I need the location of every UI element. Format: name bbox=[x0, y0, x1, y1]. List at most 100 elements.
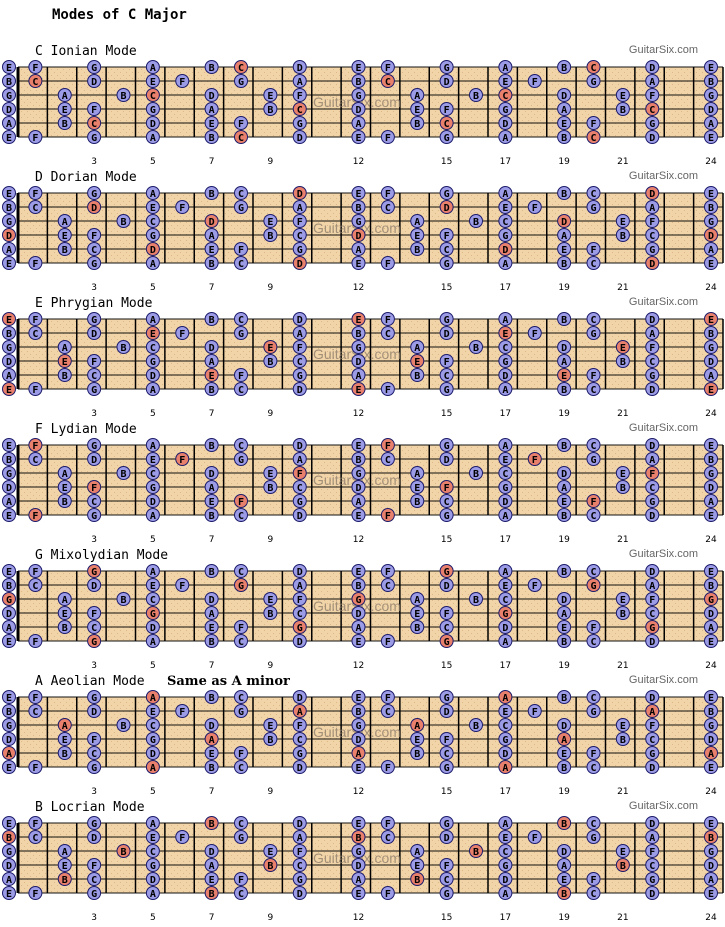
note-label: G bbox=[297, 245, 303, 256]
fret-number: 7 bbox=[209, 409, 215, 419]
scale-note-marker bbox=[380, 256, 395, 270]
note-label: G bbox=[590, 203, 596, 214]
scale-note-marker bbox=[586, 816, 601, 830]
scale-note-marker bbox=[116, 466, 131, 480]
note-label: A bbox=[502, 763, 508, 774]
scale-note-marker bbox=[234, 256, 248, 270]
note-label: D bbox=[355, 231, 361, 242]
root-note-marker bbox=[351, 746, 366, 760]
note-label: G bbox=[708, 91, 714, 102]
scale-note-marker bbox=[645, 844, 660, 858]
scale-note-marker bbox=[527, 578, 542, 592]
scale-note-marker bbox=[586, 886, 601, 900]
fret-number: 21 bbox=[617, 661, 628, 671]
note-label: A bbox=[150, 637, 156, 648]
note-label: B bbox=[620, 609, 626, 620]
note-label: C bbox=[91, 623, 97, 634]
note-label: D bbox=[649, 889, 655, 900]
root-note-marker bbox=[557, 886, 572, 900]
note-label: G bbox=[150, 105, 156, 116]
fret-number: 7 bbox=[209, 535, 215, 545]
note-label: A bbox=[561, 861, 567, 872]
root-note-marker bbox=[28, 438, 43, 452]
note-label: A bbox=[6, 245, 12, 256]
scale-note-marker bbox=[645, 830, 660, 844]
note-label: B bbox=[209, 259, 215, 270]
note-label: G bbox=[708, 721, 714, 732]
scale-note-marker bbox=[469, 466, 483, 480]
scale-note-marker bbox=[234, 326, 248, 340]
note-label: D bbox=[6, 357, 12, 368]
note-label: A bbox=[414, 91, 420, 102]
note-label: C bbox=[91, 497, 97, 508]
note-label: B bbox=[209, 441, 215, 452]
scale-note-marker bbox=[557, 872, 572, 886]
note-label: G bbox=[444, 133, 450, 144]
scale-note-marker bbox=[498, 340, 513, 354]
note-label: A bbox=[62, 469, 68, 480]
note-label: C bbox=[297, 861, 303, 872]
note-label: C bbox=[297, 231, 303, 242]
scale-note-marker bbox=[410, 746, 425, 760]
note-label: D bbox=[649, 315, 655, 326]
note-label: F bbox=[532, 329, 538, 340]
note-label: C bbox=[238, 567, 244, 578]
scale-note-marker bbox=[557, 494, 572, 508]
scale-note-marker bbox=[234, 564, 248, 578]
scale-note-marker bbox=[2, 74, 16, 88]
fret-number: 9 bbox=[268, 913, 274, 923]
note-label: A bbox=[561, 105, 567, 116]
note-label: B bbox=[355, 707, 361, 718]
root-note-marker bbox=[615, 858, 630, 872]
fret-number: 3 bbox=[91, 661, 97, 671]
scale-note-marker bbox=[87, 382, 102, 396]
scale-note-marker bbox=[28, 564, 43, 578]
note-label: B bbox=[355, 581, 361, 592]
scale-note-marker bbox=[704, 620, 718, 634]
fret-number: 15 bbox=[441, 157, 452, 167]
note-label: A bbox=[355, 623, 361, 634]
root-note-marker bbox=[439, 480, 454, 494]
note-label: F bbox=[91, 357, 97, 368]
note-label: G bbox=[238, 203, 244, 214]
scale-note-marker bbox=[557, 466, 572, 480]
watermark-board: GuitarSix.com bbox=[313, 220, 401, 236]
note-label: A bbox=[355, 875, 361, 886]
mode-title: A Aeolian Mode bbox=[35, 674, 145, 689]
root-note-marker bbox=[351, 228, 366, 242]
fret-number: 19 bbox=[558, 157, 570, 167]
scale-note-marker bbox=[175, 830, 190, 844]
note-label: E bbox=[708, 441, 714, 452]
note-label: C bbox=[649, 483, 655, 494]
scale-note-marker bbox=[145, 746, 160, 760]
note-label: F bbox=[179, 581, 185, 592]
note-label: A bbox=[6, 497, 12, 508]
scale-note-marker bbox=[87, 368, 102, 382]
scale-note-marker bbox=[645, 592, 660, 606]
scale-note-marker bbox=[2, 564, 16, 578]
scale-note-marker bbox=[498, 228, 513, 242]
scale-note-marker bbox=[498, 186, 513, 200]
note-label: A bbox=[297, 203, 303, 214]
scale-note-marker bbox=[204, 312, 219, 326]
note-label: F bbox=[444, 105, 450, 116]
scale-note-marker bbox=[557, 186, 572, 200]
mode-title: F Lydian Mode bbox=[35, 422, 137, 437]
scale-note-marker bbox=[292, 592, 307, 606]
scale-note-marker bbox=[645, 746, 660, 760]
note-label: D bbox=[6, 105, 12, 116]
note-label: A bbox=[150, 315, 156, 326]
scale-note-marker bbox=[145, 620, 160, 634]
scale-note-marker bbox=[351, 74, 366, 88]
note-label: B bbox=[355, 455, 361, 466]
root-note-marker bbox=[586, 130, 601, 144]
note-label: E bbox=[620, 595, 626, 606]
note-label: G bbox=[91, 385, 97, 396]
scale-note-marker bbox=[704, 214, 718, 228]
note-label: C bbox=[590, 889, 596, 900]
note-label: B bbox=[62, 371, 68, 382]
scale-note-marker bbox=[351, 634, 366, 648]
note-label: B bbox=[561, 189, 567, 200]
scale-note-marker bbox=[145, 830, 160, 844]
note-label: E bbox=[708, 189, 714, 200]
